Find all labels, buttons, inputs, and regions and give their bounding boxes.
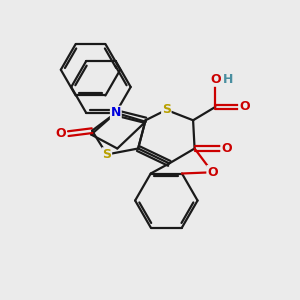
Text: O: O xyxy=(56,127,66,140)
Text: O: O xyxy=(239,100,250,113)
Text: S: S xyxy=(102,148,111,161)
Text: O: O xyxy=(221,142,232,155)
Text: O: O xyxy=(210,73,221,86)
Text: S: S xyxy=(162,103,171,116)
Text: O: O xyxy=(207,166,218,179)
Text: N: N xyxy=(111,106,121,119)
Text: H: H xyxy=(223,73,233,86)
